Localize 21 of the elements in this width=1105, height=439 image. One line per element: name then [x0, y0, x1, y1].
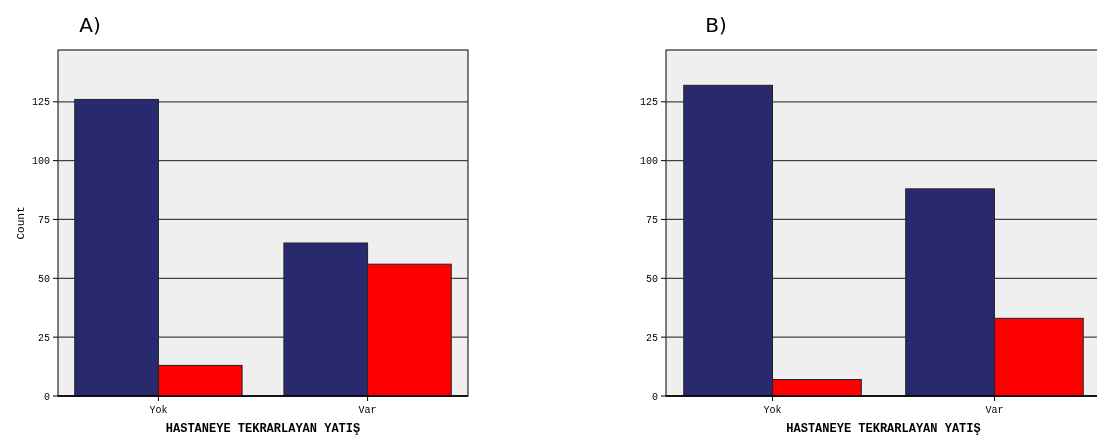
x-tick-label: Var [985, 405, 1004, 416]
x-tick-label: Yok [149, 405, 168, 416]
y-tick-label: 25 [645, 332, 658, 344]
y-tick-label: 75 [37, 214, 50, 226]
y-tick-label: 125 [639, 97, 658, 109]
y-tick-label: 0 [43, 391, 50, 403]
x-tick-label: Yok [763, 405, 782, 416]
y-tick-label: 75 [645, 214, 658, 226]
x-axis-title: HASTANEYE TEKRARLAYAN YATIŞ [165, 422, 361, 436]
y-tick-label: 100 [31, 156, 50, 168]
y-tick-label: 0 [651, 391, 658, 403]
chart-title: A) [79, 13, 101, 37]
y-tick-label: 25 [37, 332, 50, 344]
x-tick-label: Var [358, 405, 377, 416]
y-tick-label: 50 [645, 273, 658, 285]
y-tick-label: 125 [31, 97, 50, 109]
y-tick-label: 50 [37, 273, 50, 285]
chart-title: B) [705, 13, 727, 37]
y-axis-title: Count [15, 206, 27, 240]
x-axis-title: HASTANEYE TEKRARLAYAN YATIŞ [786, 422, 981, 436]
y-tick-label: 100 [639, 156, 658, 168]
